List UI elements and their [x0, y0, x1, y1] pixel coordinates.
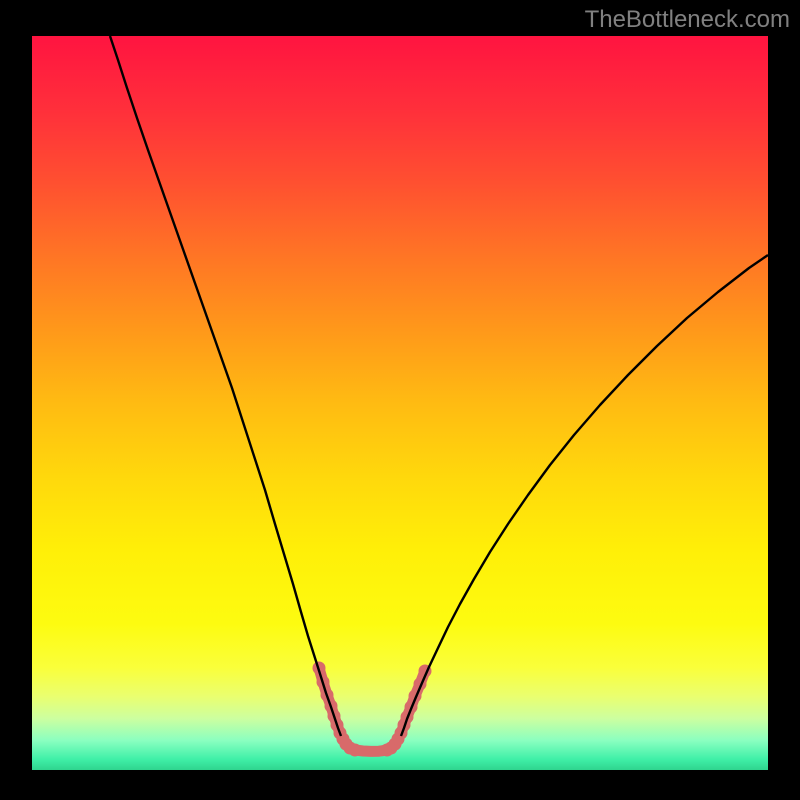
plot-area — [32, 36, 768, 770]
curve-right — [401, 255, 768, 736]
highlight-marker — [349, 744, 362, 757]
watermark-text: TheBottleneck.com — [585, 6, 790, 34]
bottleneck-curve — [32, 36, 768, 770]
curve-left — [110, 36, 341, 736]
